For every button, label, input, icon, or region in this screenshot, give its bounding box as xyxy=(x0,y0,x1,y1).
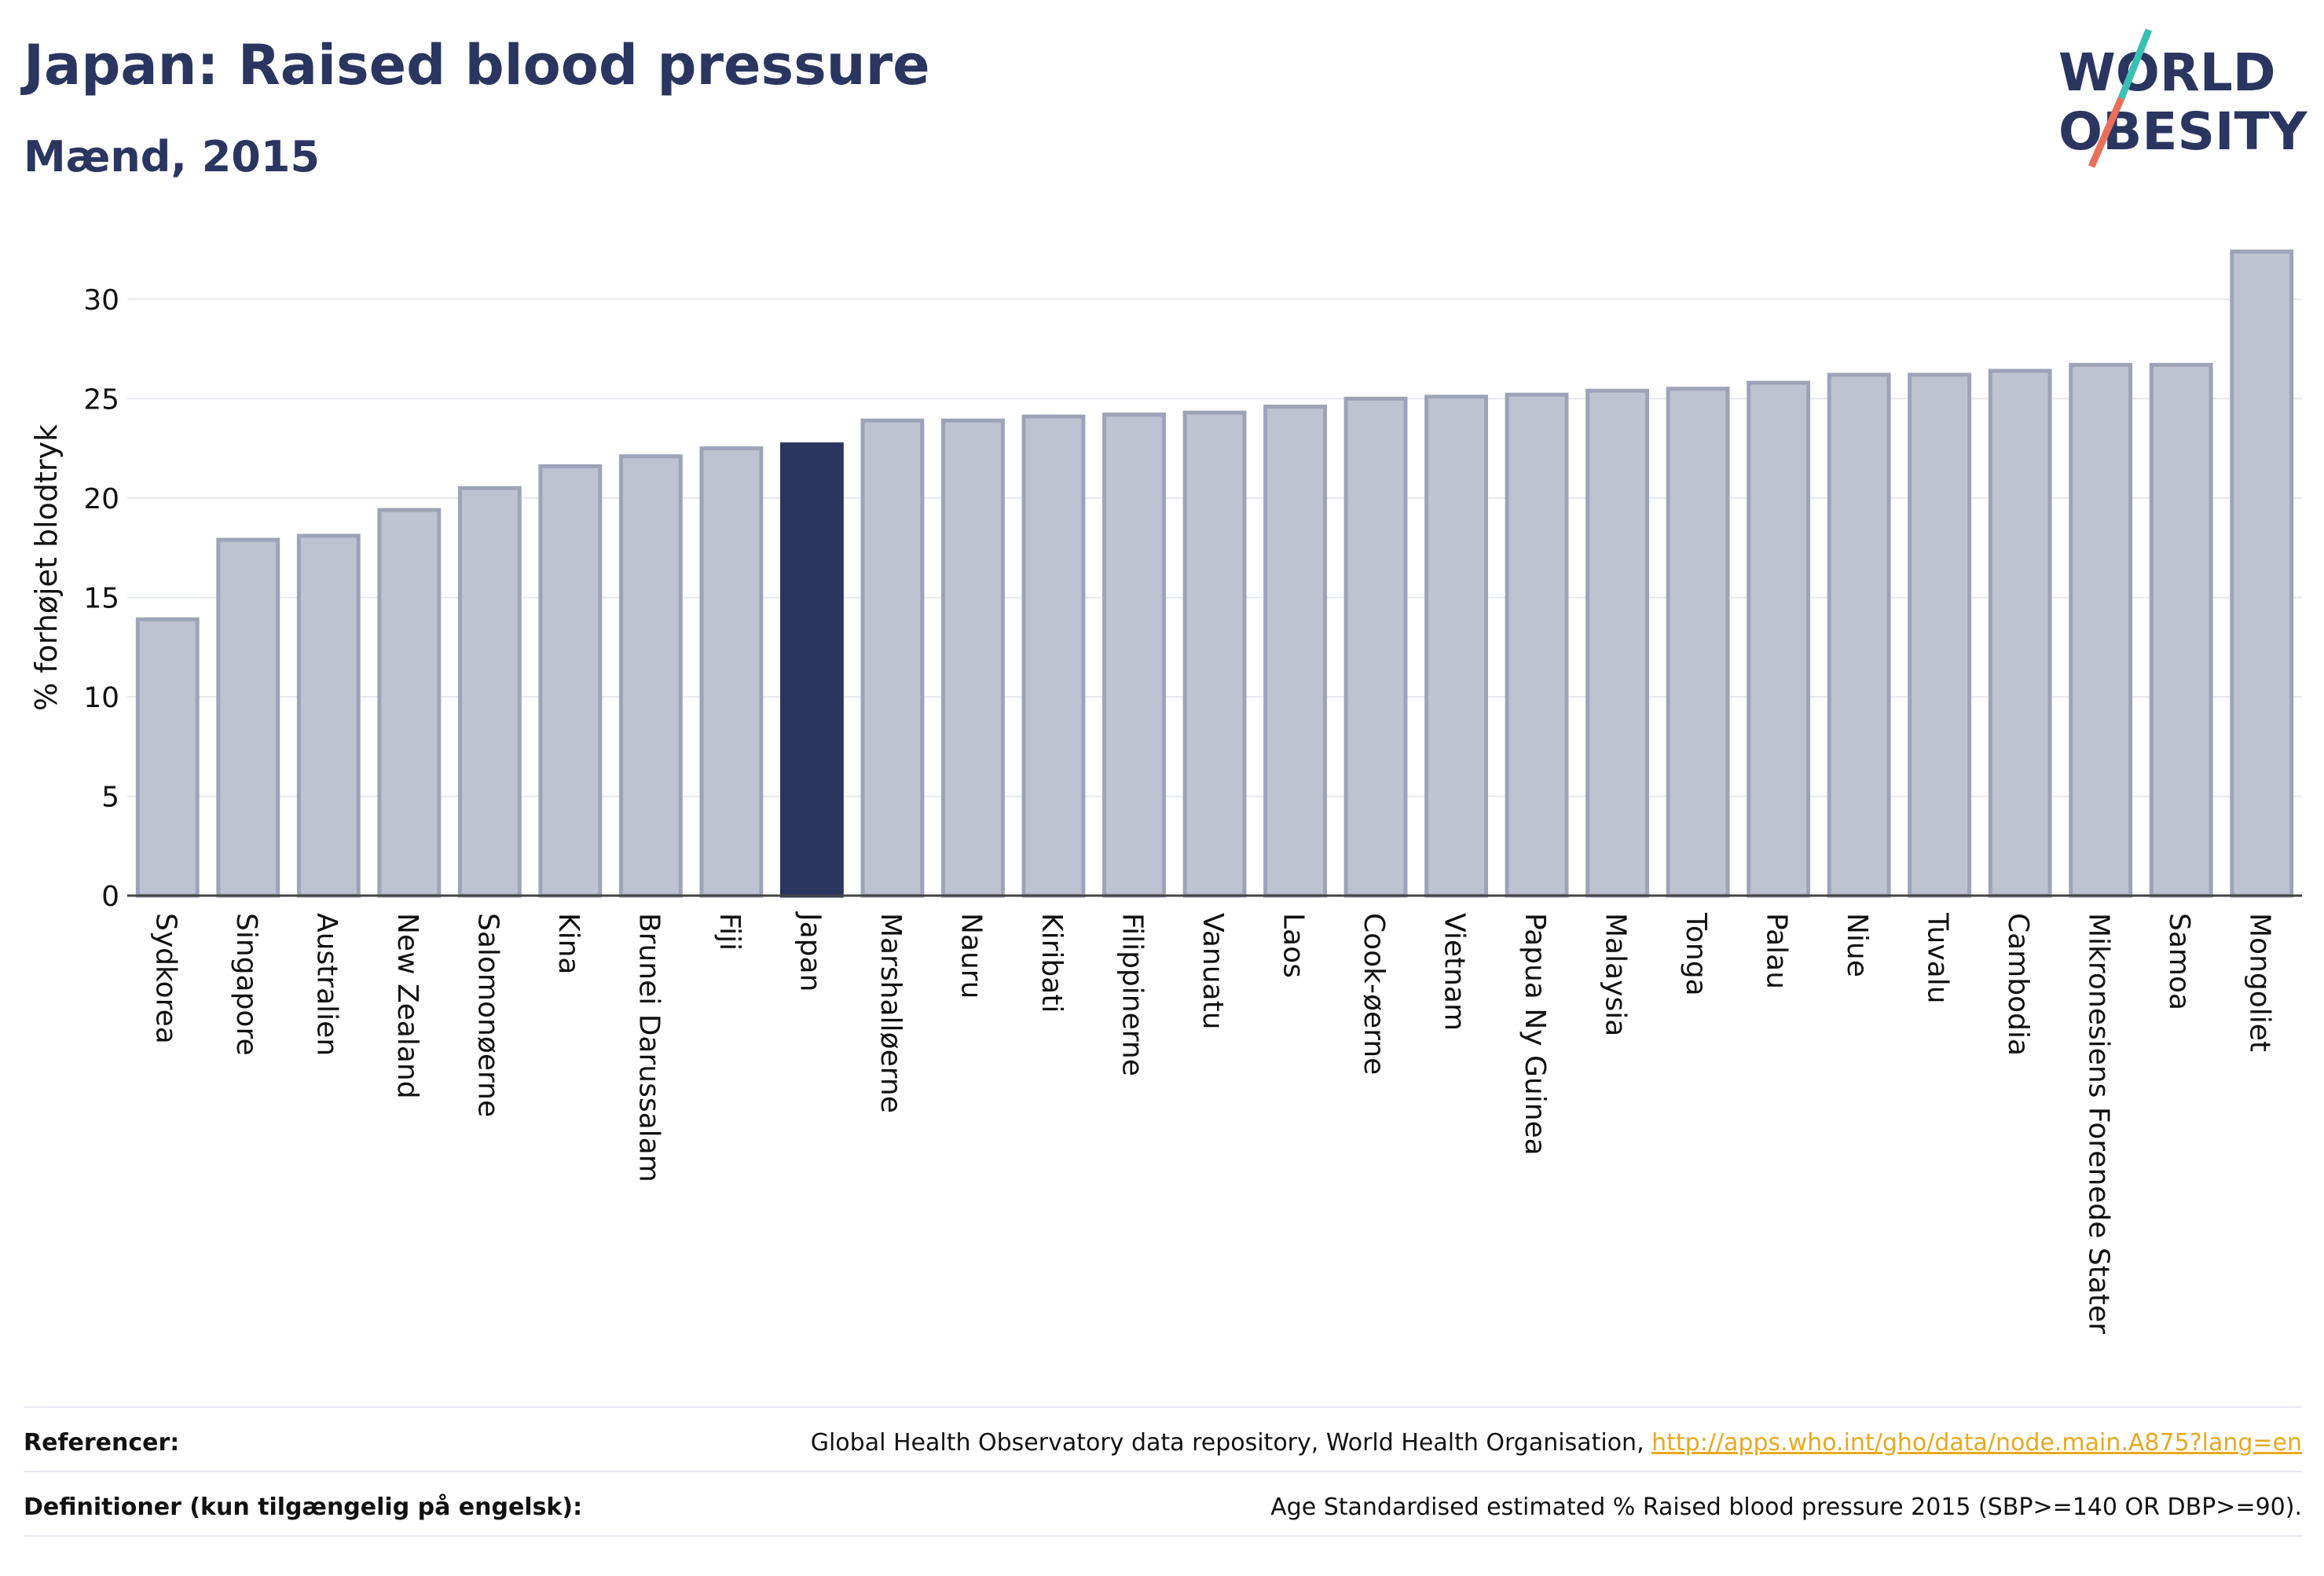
bar-filippinerne xyxy=(1102,412,1166,898)
x-tick-label: Palau xyxy=(1761,913,1793,989)
bar-australien xyxy=(296,533,361,898)
y-tick-label: 5 xyxy=(101,781,119,813)
y-tick-label: 10 xyxy=(83,682,119,714)
y-tick-label: 15 xyxy=(83,582,119,614)
x-tick-label: Mikronesiens Forenede Stater xyxy=(2083,913,2115,1334)
bar-fiji xyxy=(699,446,764,898)
x-tick-label: Brunei Darussalam xyxy=(632,913,665,1182)
references-text: Global Health Observatory data repositor… xyxy=(810,1428,1652,1457)
x-tick-label: Tonga xyxy=(1680,912,1712,996)
footer-divider-top xyxy=(24,1406,2302,1408)
bar-kiribati xyxy=(1021,414,1086,898)
bar-cook-øerne xyxy=(1343,396,1408,898)
references-link[interactable]: http://apps.who.int/gho/data/node.main.A… xyxy=(1651,1428,2302,1457)
x-tick-label: Papua Ny Guinea xyxy=(1519,913,1551,1156)
references-value: Global Health Observatory data repositor… xyxy=(811,1429,2302,1457)
bar-marshalløerne xyxy=(860,418,925,898)
bar-tuvalu xyxy=(1908,372,1972,898)
bar-malaysia xyxy=(1585,388,1650,898)
bar-palau xyxy=(1747,380,1811,898)
x-tick-label: Salomonøerne xyxy=(471,913,504,1117)
x-tick-label: Australien xyxy=(310,913,343,1056)
bar-chart: 0 5 10 15 20 25 30 Sydkorea Singapore Australien… xyxy=(29,249,2302,1334)
definitions-label: Definitioner (kun tilgængelig på engelsk… xyxy=(24,1493,583,1521)
x-tick-label: Japan xyxy=(794,911,826,991)
x-tick-label: Niue xyxy=(1841,913,1873,977)
bar-nauru xyxy=(941,418,1005,898)
bar-brunei-darussalam xyxy=(618,454,683,898)
x-tick-label: Nauru xyxy=(955,913,987,999)
bars xyxy=(135,249,2294,898)
x-tick-label: Vietnam xyxy=(1439,913,1471,1031)
bar-mikronesiens-forenede-stater xyxy=(2069,362,2133,898)
y-axis-ticks: 0 5 10 15 20 25 30 xyxy=(83,284,119,913)
logo-slash-coral xyxy=(2088,97,2125,168)
bar-cambodia xyxy=(1988,368,2052,898)
x-tick-label: Kina xyxy=(552,913,585,975)
references-label: Referencer: xyxy=(24,1428,180,1457)
x-tick-label: Cook-øerne xyxy=(1358,913,1390,1075)
x-tick-label: Laos xyxy=(1277,913,1310,978)
bar-mongoliet xyxy=(2230,249,2294,898)
bar-vanuatu xyxy=(1182,410,1247,898)
x-tick-label: Filippinerne xyxy=(1116,913,1148,1076)
x-tick-label: Singapore xyxy=(230,913,262,1056)
bar-samoa xyxy=(2149,362,2213,898)
bar-japan xyxy=(779,442,844,898)
logo-line1: WORLD xyxy=(2058,42,2276,103)
x-tick-label: Marshalløerne xyxy=(874,913,907,1113)
x-tick-label: Malaysia xyxy=(1600,913,1632,1036)
x-tick-label: Vanuatu xyxy=(1197,913,1229,1030)
footer-definitions: Definitioner (kun tilgængelig på engelsk… xyxy=(24,1474,2302,1540)
bar-tonga xyxy=(1666,387,1730,898)
footer-divider-mid xyxy=(24,1471,2302,1472)
bar-niue xyxy=(1827,372,1891,898)
definitions-value: Age Standardised estimated % Raised bloo… xyxy=(1270,1493,2302,1521)
bar-papua-ny-guinea xyxy=(1505,392,1569,898)
y-axis-label: % forhøjet blodtryk xyxy=(29,424,64,711)
chart-subtitle: Mænd, 2015 xyxy=(24,132,321,181)
bar-kina xyxy=(538,464,603,898)
bar-sydkorea xyxy=(135,617,200,898)
x-tick-label: Samoa xyxy=(2163,913,2195,1010)
x-tick-label: New Zealand xyxy=(391,913,423,1099)
x-tick-label: Mongoliet xyxy=(2244,913,2276,1052)
y-tick-label: 30 xyxy=(83,284,119,317)
x-tick-label: Cambodia xyxy=(2002,913,2034,1056)
bar-new-zealand xyxy=(377,508,442,898)
x-tick-label: Sydkorea xyxy=(149,913,181,1044)
y-tick-label: 25 xyxy=(83,383,119,416)
world-obesity-logo: WORLD OBESITY xyxy=(2058,28,2308,168)
chart-title: Japan: Raised blood pressure xyxy=(24,33,930,97)
x-tick-label: Fiji xyxy=(713,913,746,951)
bar-salomonøerne xyxy=(457,486,522,898)
x-axis-labels: Sydkorea Singapore Australien New Zealand Sa… xyxy=(149,911,2275,1334)
x-tick-label: Kiribati xyxy=(1036,913,1068,1013)
y-tick-label: 20 xyxy=(83,483,119,515)
bar-singapore xyxy=(216,537,280,898)
bar-laos xyxy=(1263,405,1327,898)
y-tick-label: 0 xyxy=(101,881,119,913)
footer-divider-bottom xyxy=(24,1535,2302,1537)
x-tick-label: Tuvalu xyxy=(1922,912,1954,1004)
bar-vietnam xyxy=(1424,394,1488,898)
logo-slash-teal xyxy=(2117,28,2153,100)
footer-references: Referencer: Global Health Observatory da… xyxy=(24,1409,2302,1475)
